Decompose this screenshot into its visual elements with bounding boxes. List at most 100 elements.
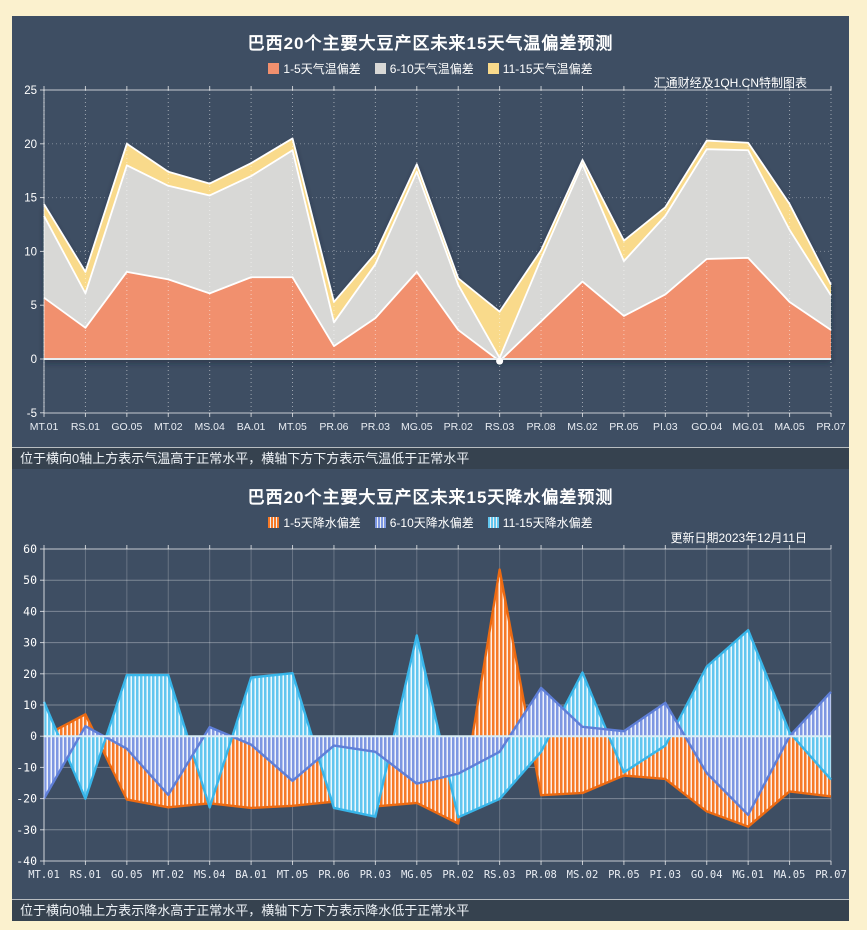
- svg-text:RS.01: RS.01: [71, 421, 100, 433]
- svg-text:MT.05: MT.05: [278, 421, 307, 433]
- temperature-annotation-text: 位于横向0轴上方表示气温高于正常水平，横轴下方下方表示气温低于正常水平: [20, 451, 470, 466]
- svg-text:MG.01: MG.01: [732, 869, 764, 881]
- svg-text:25: 25: [24, 85, 37, 97]
- svg-text:30: 30: [23, 636, 37, 650]
- svg-text:0: 0: [31, 354, 37, 366]
- svg-text:-40: -40: [16, 854, 37, 868]
- precipitation-annotation-bar: 位于横向0轴上方表示降水高于正常水平，横轴下方下方表示降水低于正常水平: [12, 899, 849, 921]
- legend-item-precipitation-2: 11-15天降水偏差: [487, 514, 593, 531]
- svg-text:-30: -30: [16, 823, 37, 837]
- legend-item-precipitation-0: 1-5天降水偏差: [268, 514, 361, 531]
- legend-swatch-icon: [374, 63, 386, 74]
- area-6-10天降水偏差: [44, 687, 831, 815]
- svg-text:PR.06: PR.06: [318, 869, 350, 881]
- y-axis-labels: -5 0 5 10 15 20 25: [24, 85, 44, 420]
- svg-text:-10: -10: [16, 760, 37, 774]
- svg-text:PI.03: PI.03: [653, 421, 678, 433]
- svg-text:MS.04: MS.04: [194, 869, 226, 881]
- temperature-chart: -5 0 5 10 15 20 25 MT.01 RS.01 GO.05 MT.02 MS.04 BA.…: [24, 85, 846, 433]
- svg-text:MS.02: MS.02: [567, 421, 598, 433]
- svg-text:MG.05: MG.05: [401, 421, 433, 433]
- svg-text:5: 5: [31, 300, 37, 312]
- precipitation-chart: -40 -30 -20 -10 0 10 20 30 40 50 60 MT.01 RS.01 GO.05…: [16, 542, 847, 881]
- svg-text:MT.01: MT.01: [30, 421, 59, 433]
- svg-text:MS.02: MS.02: [567, 869, 599, 881]
- legend-swatch-icon: [487, 63, 499, 74]
- precipitation-legend: 1-5天降水偏差 6-10天降水偏差 11-15天降水偏差: [12, 514, 849, 531]
- zero-cross-marker: [496, 357, 504, 365]
- svg-text:PR.06: PR.06: [319, 421, 348, 433]
- y-axis-labels: -40 -30 -20 -10 0 10 20 30 40 50 60: [16, 542, 44, 868]
- svg-text:PR.03: PR.03: [361, 421, 390, 433]
- legend-item-temperature-0: 1-5天气温偏差: [268, 60, 361, 77]
- legend-label: 6-10天降水偏差: [389, 516, 474, 530]
- svg-text:MG.01: MG.01: [732, 421, 764, 433]
- svg-text:10: 10: [23, 698, 37, 712]
- precipitation-chart-title: 巴西20个主要大豆产区未来15天降水偏差预测: [247, 488, 614, 507]
- legend-swatch-icon: [487, 517, 499, 528]
- svg-text:PR.07: PR.07: [815, 869, 847, 881]
- legend-swatch-icon: [268, 517, 280, 528]
- temperature-legend: 1-5天气温偏差 6-10天气温偏差 11-15天气温偏差: [12, 60, 849, 77]
- svg-text:MT.01: MT.01: [28, 869, 60, 881]
- svg-text:PR.03: PR.03: [360, 869, 392, 881]
- svg-text:PR.07: PR.07: [816, 421, 845, 433]
- svg-text:MA.05: MA.05: [774, 869, 806, 881]
- legend-label: 6-10天气温偏差: [389, 62, 474, 76]
- svg-text:GO.05: GO.05: [111, 869, 143, 881]
- svg-text:PR.02: PR.02: [442, 869, 474, 881]
- svg-text:PR.05: PR.05: [609, 421, 638, 433]
- svg-text:MA.05: MA.05: [774, 421, 805, 433]
- svg-text:RS.01: RS.01: [70, 869, 102, 881]
- svg-text:PR.02: PR.02: [444, 421, 473, 433]
- area-1-5天气温偏差: [44, 257, 831, 362]
- svg-text:PI.03: PI.03: [650, 869, 682, 881]
- svg-text:-20: -20: [16, 792, 37, 806]
- x-axis-labels: MT.01 RS.01 GO.05 MT.02 MS.04 BA.01 MT.05 PR.06…: [28, 869, 847, 881]
- svg-text:40: 40: [23, 604, 37, 618]
- svg-text:-5: -5: [27, 408, 37, 420]
- legend-label: 11-15天降水偏差: [502, 516, 593, 530]
- update-date-text: 更新日期2023年12月11日: [670, 531, 807, 545]
- legend-item-temperature-2: 11-15天气温偏差: [487, 60, 593, 77]
- svg-text:BA.01: BA.01: [237, 421, 266, 433]
- svg-text:GO.04: GO.04: [691, 869, 723, 881]
- svg-text:0: 0: [30, 729, 37, 743]
- svg-text:MT.05: MT.05: [277, 869, 309, 881]
- svg-text:20: 20: [23, 667, 37, 681]
- svg-text:GO.05: GO.05: [111, 421, 142, 433]
- svg-text:15: 15: [24, 193, 37, 205]
- svg-text:PR.08: PR.08: [526, 421, 555, 433]
- temperature-chart-title: 巴西20个主要大豆产区未来15天气温偏差预测: [247, 34, 614, 53]
- legend-swatch-icon: [268, 63, 280, 74]
- svg-text:MT.02: MT.02: [152, 869, 184, 881]
- svg-text:PR.05: PR.05: [608, 869, 640, 881]
- svg-text:60: 60: [23, 542, 37, 556]
- x-axis-labels: MT.01 RS.01 GO.05 MT.02 MS.04 BA.01 MT.05 PR.06…: [30, 421, 846, 433]
- svg-text:MT.02: MT.02: [154, 421, 183, 433]
- svg-text:RS.03: RS.03: [484, 869, 516, 881]
- svg-text:10: 10: [24, 246, 37, 258]
- precipitation-annotation-text: 位于横向0轴上方表示降水高于正常水平，横轴下方下方表示降水低于正常水平: [20, 903, 470, 918]
- temperature-annotation-bar: 位于横向0轴上方表示气温高于正常水平，横轴下方下方表示气温低于正常水平: [12, 447, 849, 469]
- watermark-text: 汇通财经及1QH.CN特制图表: [653, 76, 807, 90]
- charts-panel: -5 0 5 10 15 20 25 MT.01 RS.01 GO.05 MT.02 MS.04 BA.…: [12, 16, 849, 921]
- legend-label: 1-5天降水偏差: [283, 516, 361, 530]
- svg-text:20: 20: [24, 139, 37, 151]
- series-areas: [42, 568, 832, 828]
- area-11-15天降水偏差: [44, 630, 831, 818]
- svg-text:BA.01: BA.01: [235, 869, 267, 881]
- svg-text:MS.04: MS.04: [195, 421, 226, 433]
- legend-label: 11-15天气温偏差: [502, 62, 593, 76]
- legend-label: 1-5天气温偏差: [283, 62, 361, 76]
- legend-item-precipitation-1: 6-10天降水偏差: [374, 514, 474, 531]
- legend-item-temperature-1: 6-10天气温偏差: [374, 60, 474, 77]
- svg-text:PR.08: PR.08: [525, 869, 557, 881]
- svg-text:RS.03: RS.03: [485, 421, 514, 433]
- series-areas: [43, 137, 832, 363]
- svg-text:50: 50: [23, 573, 37, 587]
- svg-text:MG.05: MG.05: [401, 869, 433, 881]
- legend-swatch-icon: [374, 517, 386, 528]
- svg-text:GO.04: GO.04: [691, 421, 722, 433]
